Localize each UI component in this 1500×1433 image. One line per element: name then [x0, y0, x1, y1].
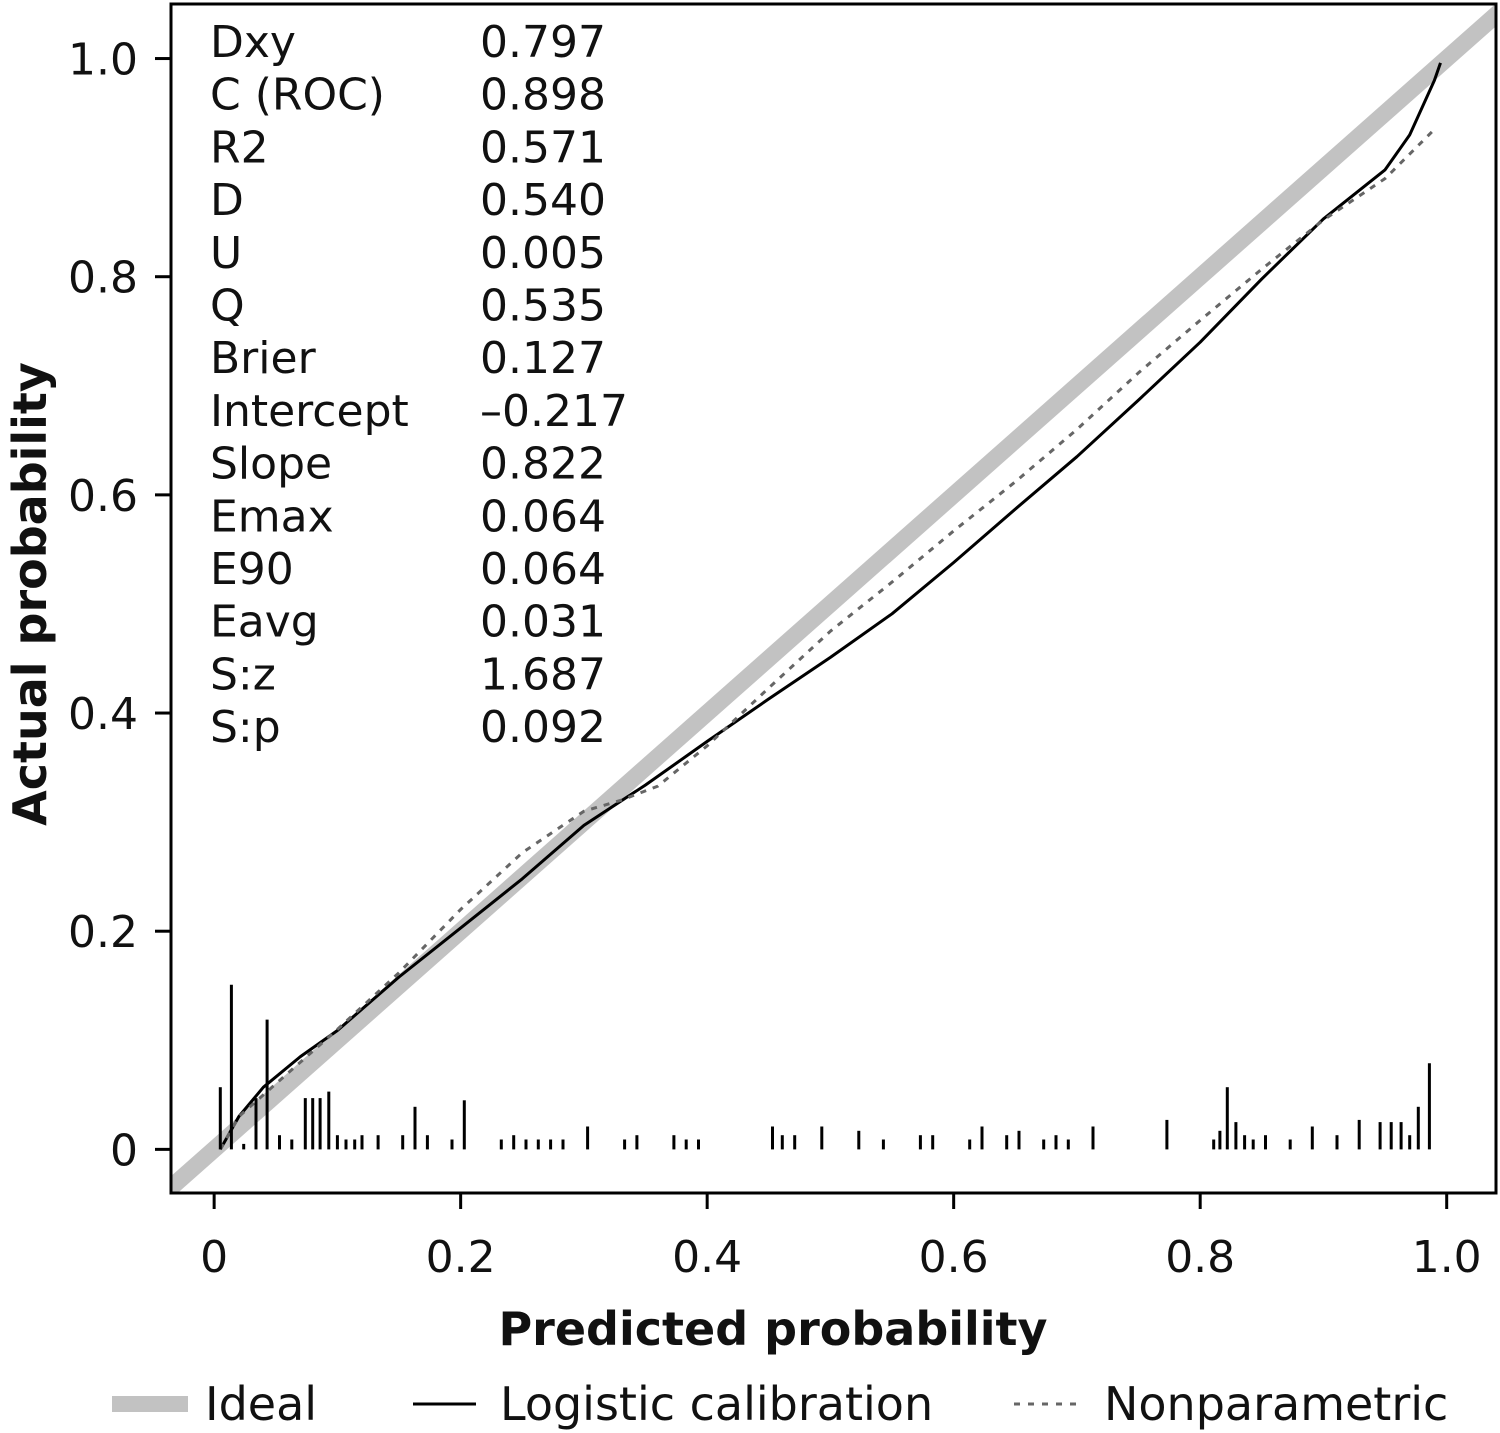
rug-marks: [218, 984, 1431, 1150]
stat-label: Q: [210, 281, 245, 332]
y-tick-label: 0.4: [68, 689, 138, 740]
stat-label: Emax: [210, 491, 334, 542]
x-axis: 0 0.2 0.4 0.6 0.8 1.0: [200, 1193, 1482, 1283]
legend-ideal-label: Ideal: [205, 1377, 317, 1431]
x-tick-label: 0.4: [672, 1232, 742, 1283]
stats-table: Dxy 0.797 C (ROC) 0.898 R2 0.571 D 0.540 U 0.005 Q…: [210, 17, 628, 753]
stat-value: 0.540: [480, 175, 606, 226]
stat-label: E90: [210, 544, 294, 595]
plot-frame: [169, 2, 1498, 1195]
stat-value: 0.064: [480, 491, 606, 542]
stat-label: D: [210, 175, 244, 226]
x-tick-label: 0: [200, 1232, 228, 1283]
stat-value: 0.571: [480, 122, 606, 173]
stat-label: Dxy: [210, 17, 296, 68]
y-tick-label: 1.0: [68, 35, 138, 86]
x-tick-label: 0.8: [1165, 1232, 1235, 1283]
stat-label: R2: [210, 122, 269, 173]
series-logistic-line: [218, 62, 1442, 1151]
stat-label: U: [210, 228, 242, 279]
stat-label: Intercept: [210, 386, 409, 437]
stat-value: 0.898: [480, 70, 606, 121]
y-axis-title: Actual probability: [3, 362, 57, 826]
x-axis-title: Predicted probability: [498, 1302, 1047, 1356]
legend: Ideal Logistic calibration Nonparametric: [112, 1377, 1448, 1431]
series-ideal-line: [171, 4, 1496, 1193]
plot-area: [171, 4, 1496, 1193]
stat-label: Brier: [210, 333, 317, 384]
stat-label: C (ROC): [210, 70, 385, 121]
stat-value: 1.687: [480, 649, 606, 700]
legend-logistic-label: Logistic calibration: [500, 1377, 933, 1431]
stat-label: Eavg: [210, 597, 319, 648]
y-tick-label: 0.2: [68, 907, 138, 958]
x-tick-label: 1.0: [1412, 1232, 1482, 1283]
y-axis: 0 0.2 0.4 0.6 0.8 1.0: [68, 35, 171, 1176]
stat-value: 0.031: [480, 597, 606, 648]
stat-value: 0.797: [480, 17, 606, 68]
y-tick-label: 0.6: [68, 471, 138, 522]
stat-label: S:p: [210, 702, 281, 753]
x-tick-label: 0.2: [426, 1232, 496, 1283]
y-tick-label: 0.8: [68, 253, 138, 304]
stat-value: –0.217: [480, 386, 628, 437]
stat-label: S:z: [210, 649, 276, 700]
stat-label: Slope: [210, 439, 332, 490]
stat-value: 0.064: [480, 544, 606, 595]
series-layer: [171, 4, 1496, 1193]
stat-value: 0.092: [480, 702, 606, 753]
stat-value: 0.822: [480, 439, 606, 490]
stat-value: 0.005: [480, 228, 606, 279]
stat-value: 0.127: [480, 333, 606, 384]
stat-value: 0.535: [480, 281, 606, 332]
x-tick-label: 0.6: [919, 1232, 989, 1283]
legend-nonparametric-label: Nonparametric: [1104, 1377, 1448, 1431]
series-nonparametric-line: [218, 128, 1436, 1151]
y-tick-label: 0: [110, 1125, 138, 1176]
